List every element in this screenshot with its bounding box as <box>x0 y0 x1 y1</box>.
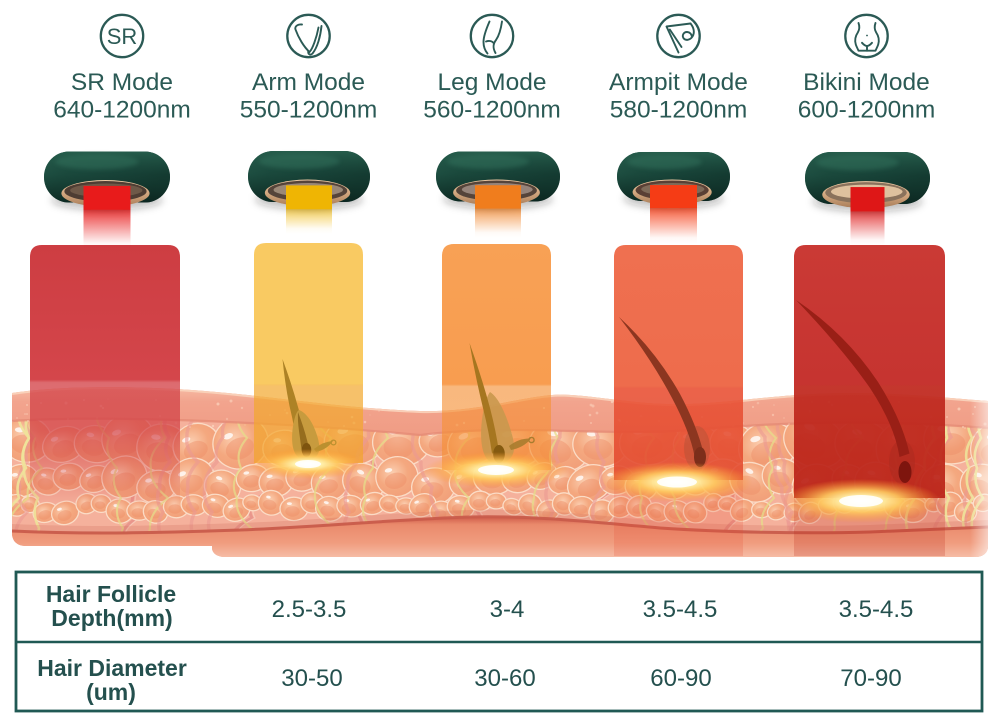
svg-text:560-1200nm: 560-1200nm <box>423 97 561 124</box>
svg-text:Leg Mode: Leg Mode <box>438 69 547 96</box>
svg-text:70-90: 70-90 <box>840 665 901 692</box>
svg-text:3-4: 3-4 <box>490 596 525 623</box>
svg-text:640-1200nm: 640-1200nm <box>53 97 191 124</box>
svg-text:2.5-3.5: 2.5-3.5 <box>272 596 347 623</box>
svg-text:Depth(mm): Depth(mm) <box>51 605 172 631</box>
svg-text:30-50: 30-50 <box>281 665 342 692</box>
svg-text:Arm Mode: Arm Mode <box>252 69 365 96</box>
svg-text:600-1200nm: 600-1200nm <box>798 97 936 124</box>
svg-text:30-60: 30-60 <box>474 665 535 692</box>
svg-text:(um): (um) <box>86 679 136 705</box>
svg-text:Bikini Mode: Bikini Mode <box>803 69 930 96</box>
svg-text:60-90: 60-90 <box>650 665 711 692</box>
svg-text:3.5-4.5: 3.5-4.5 <box>839 596 914 623</box>
svg-text:580-1200nm: 580-1200nm <box>610 97 748 124</box>
svg-text:3.5-4.5: 3.5-4.5 <box>643 596 718 623</box>
svg-text:Hair Diameter: Hair Diameter <box>37 655 187 681</box>
svg-text:Armpit Mode: Armpit Mode <box>609 69 748 96</box>
svg-text:Hair Follicle: Hair Follicle <box>46 581 176 607</box>
svg-text:SR: SR <box>107 24 138 49</box>
svg-text:550-1200nm: 550-1200nm <box>240 97 378 124</box>
svg-text:SR Mode: SR Mode <box>71 69 173 96</box>
